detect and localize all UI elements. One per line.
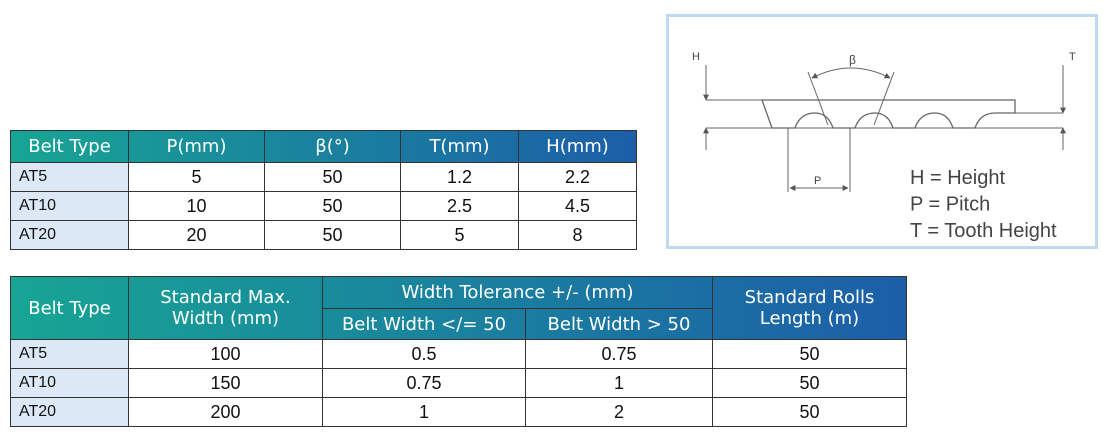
- belt-type-cell: AT5: [10, 339, 129, 369]
- header-cell: Belt Type: [10, 130, 129, 163]
- diagram-frame: [666, 14, 1098, 249]
- t-label: T: [1069, 51, 1076, 63]
- header-cell: P(mm): [128, 130, 265, 163]
- data-cell: 2.5: [400, 191, 519, 221]
- data-cell: 1.2: [400, 162, 519, 192]
- header-cell: Belt Type: [10, 276, 129, 340]
- data-cell: 50: [712, 339, 907, 369]
- table-row: AT20 20 50 5 8: [10, 220, 637, 250]
- data-cell: 20: [128, 220, 265, 250]
- header-cell: β(°): [264, 130, 401, 163]
- data-cell: 10: [128, 191, 265, 221]
- data-cell: 0.5: [322, 339, 526, 369]
- data-cell: 50: [264, 162, 401, 192]
- data-cell: 150: [128, 368, 323, 398]
- legend-item: T = Tooth Height: [910, 220, 1057, 242]
- data-cell: 4.5: [518, 191, 637, 221]
- belt-widths-table: Belt Type Standard Max. Width (mm) Width…: [10, 276, 907, 427]
- table-body: AT5 5 50 1.2 2.2 AT10 10 50 2.5 4.5 AT20 20 50 5 8: [10, 162, 637, 250]
- beta-label: β: [849, 53, 856, 67]
- table-row: AT10 10 50 2.5 4.5: [10, 191, 637, 221]
- header-row: Belt Width </= 50 Belt Width > 50: [11, 308, 907, 340]
- header-cell: Width Tolerance +/- (mm): [322, 276, 713, 309]
- data-cell: 5: [400, 220, 519, 250]
- legend: H = Height P = Pitch T = Tooth Height: [910, 167, 1057, 242]
- data-cell: 5: [128, 162, 265, 192]
- belt-type-cell: AT10: [10, 191, 129, 221]
- data-cell: 2: [525, 397, 713, 427]
- h-label: H: [692, 51, 700, 63]
- header-cell: Standard Max. Width (mm): [128, 276, 323, 340]
- data-cell: 50: [264, 191, 401, 221]
- belt-type-cell: AT10: [10, 368, 129, 398]
- data-cell: 0.75: [525, 339, 713, 369]
- header-cell: H(mm): [518, 130, 637, 163]
- belt-type-cell: AT5: [10, 162, 129, 192]
- header-row: Belt Type P(mm) β(°) T(mm) H(mm): [10, 130, 637, 163]
- table-row: AT5 5 50 1.2 2.2: [10, 162, 637, 192]
- table-row: AT10 150 0.75 1 50: [10, 368, 907, 398]
- belt-type-cell: AT20: [10, 397, 129, 427]
- table-row: AT20 200 1 2 50: [10, 397, 907, 427]
- data-cell: 200: [128, 397, 323, 427]
- data-cell: 1: [525, 368, 713, 398]
- belt-dimensions-table: Belt Type P(mm) β(°) T(mm) H(mm) AT5 5 50 1.2 2.…: [10, 130, 637, 250]
- data-cell: 50: [264, 220, 401, 250]
- p-label: P: [814, 175, 821, 187]
- legend-item: P = Pitch: [910, 194, 990, 216]
- header-cell: Belt Width > 50: [525, 308, 713, 340]
- data-cell: 50: [712, 397, 907, 427]
- data-cell: 2.2: [518, 162, 637, 192]
- table-body: AT5 100 0.5 0.75 50 AT10 150 0.75 1 50 AT20 200 1 2 50: [10, 339, 907, 427]
- header-row: Belt Type Standard Max. Width (mm) Width…: [10, 276, 907, 340]
- data-cell: 100: [128, 339, 323, 369]
- table-row: AT5 100 0.5 0.75 50: [10, 339, 907, 369]
- belt-drawing: [703, 65, 1066, 192]
- belt-type-cell: AT20: [10, 220, 129, 250]
- data-cell: 8: [518, 220, 637, 250]
- data-cell: 1: [322, 397, 526, 427]
- legend-item: H = Height: [910, 167, 1005, 189]
